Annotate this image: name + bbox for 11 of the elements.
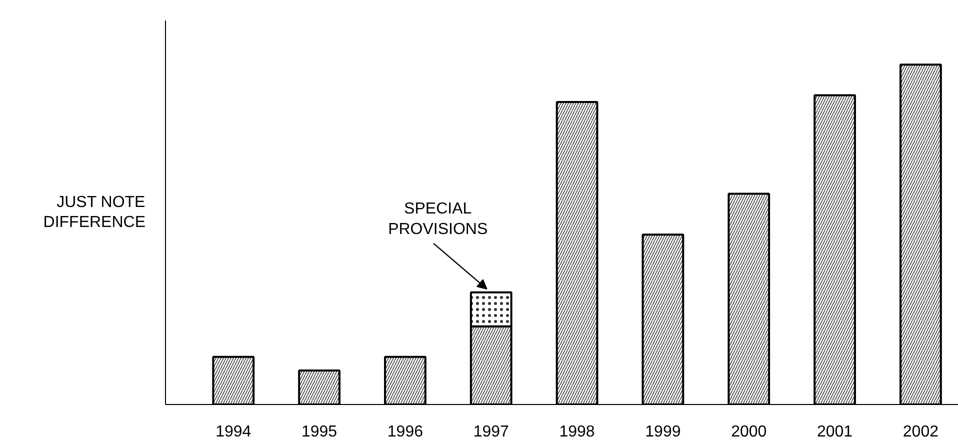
x-tick-label: 1998 [559,424,595,440]
y-axis-title: JUST NOTE DIFFERENCE [43,194,146,232]
x-tick-label: 1997 [473,424,510,440]
annotation: SPECIAL PROVISIONS [388,200,488,238]
x-tick-label: 1999 [645,424,681,440]
x-tick-label: 1996 [387,424,424,440]
x-tick-label: 1994 [216,424,252,440]
x-tick-label: 1995 [301,424,338,440]
x-tick-label: 2001 [816,424,853,440]
x-tick-label: 2002 [902,424,939,440]
x-tick-label: 2000 [731,424,767,440]
